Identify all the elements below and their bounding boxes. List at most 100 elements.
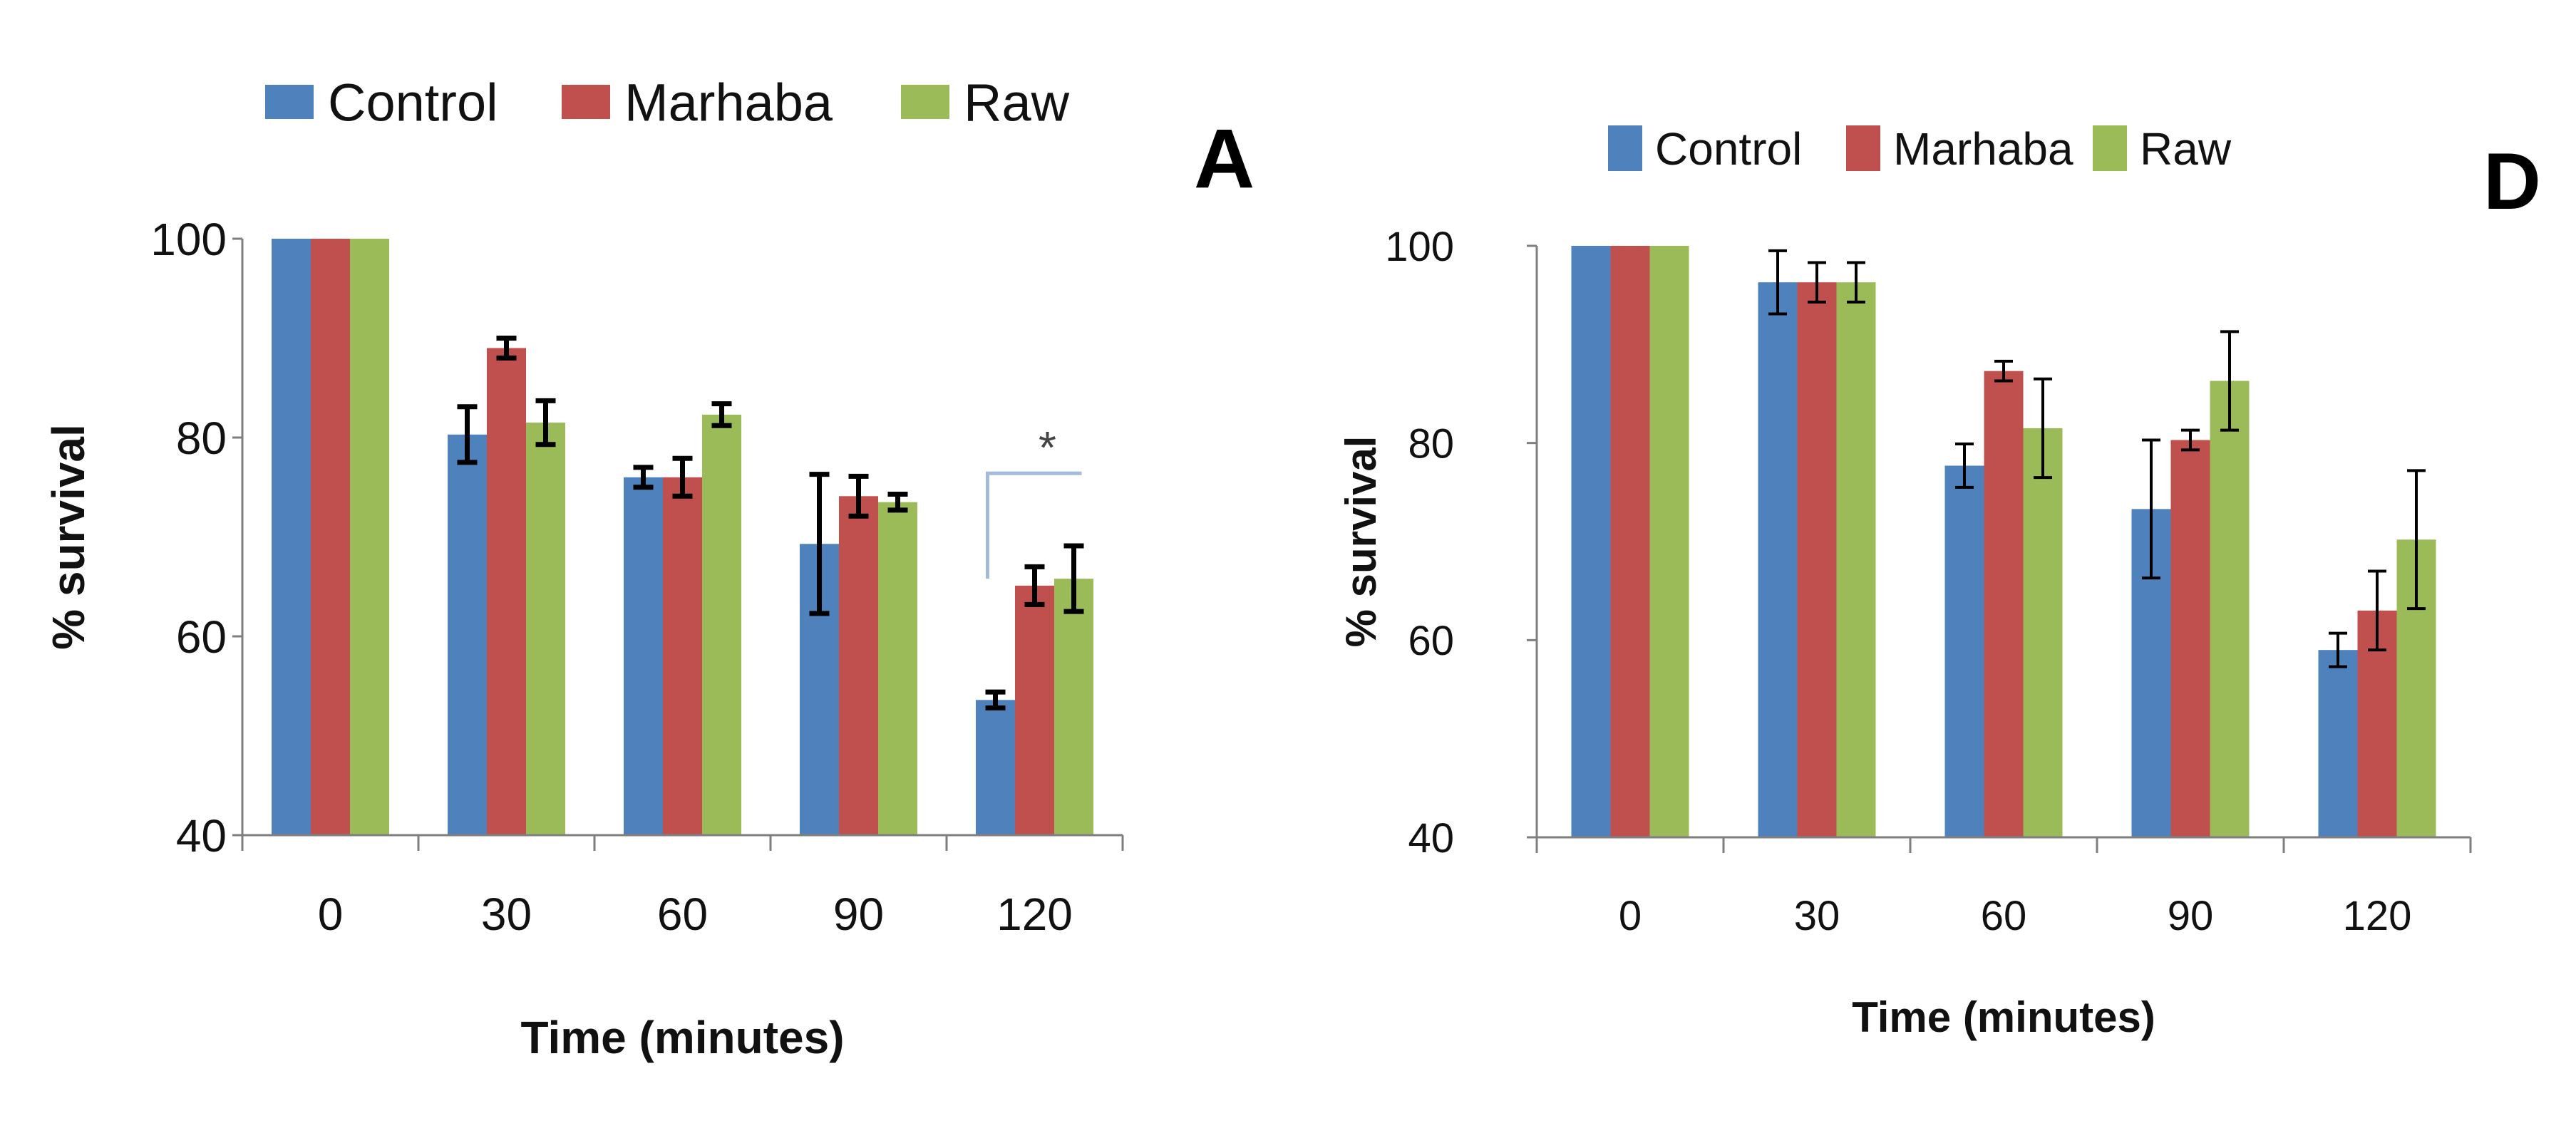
x-tick-label: 30	[1794, 893, 1840, 939]
bar-control	[1758, 282, 1798, 837]
bar-raw	[2023, 428, 2063, 837]
error-bar	[496, 336, 517, 361]
y-tick-label: 80	[176, 413, 227, 464]
x-tick-label: 90	[2168, 893, 2214, 939]
bar-marhaba	[839, 496, 878, 835]
legend-swatch-control	[1608, 125, 1642, 171]
plot-area	[1527, 244, 2472, 853]
bar-raw	[1054, 579, 1093, 835]
bar-marhaba	[1984, 371, 2024, 837]
error-bar	[1024, 564, 1045, 607]
plot-area: *	[232, 237, 1124, 851]
x-tick-label: 60	[1981, 893, 2027, 939]
bar-raw	[526, 423, 565, 835]
x-tick-label: 90	[833, 889, 884, 940]
y-tick-label: 100	[1385, 224, 1454, 270]
error-bar	[985, 689, 1006, 710]
legend-label-marhaba: Marhaba	[624, 73, 833, 133]
error-bar	[457, 404, 478, 465]
y-tick-label: 100	[150, 214, 227, 265]
error-bar	[2034, 377, 2052, 480]
x-axis: 0 30 60 90 120	[1619, 893, 2412, 939]
bar-control	[976, 700, 1015, 835]
y-tick-label: 60	[1408, 618, 1454, 664]
error-bar	[2368, 569, 2386, 652]
x-tick-label: 0	[318, 889, 344, 940]
x-axis-title: Time (minutes)	[1852, 993, 2155, 1041]
bar-control	[624, 477, 663, 835]
significance-marker: *	[1039, 422, 1056, 473]
x-axis-title: Time (minutes)	[521, 1012, 845, 1063]
panel-d: Control Marhaba Raw D % survival Time (m…	[1337, 123, 2541, 1041]
x-tick-label: 60	[657, 889, 708, 940]
y-tick-label: 40	[1408, 815, 1454, 862]
legend-swatch-control	[265, 85, 314, 119]
bar-control	[1571, 246, 1611, 837]
panel-letter: D	[2483, 137, 2541, 226]
bar-control	[272, 239, 311, 835]
bar-raw	[1836, 282, 1876, 837]
bar-marhaba	[1610, 246, 1650, 837]
bar-control	[1944, 465, 1984, 837]
bar-marhaba	[487, 348, 526, 835]
error-bar	[809, 472, 830, 616]
legend-label-raw: Raw	[2140, 123, 2232, 175]
y-axis-title: % survival	[43, 424, 94, 650]
panel-letter: A	[1194, 112, 1254, 206]
error-bar	[2220, 330, 2239, 432]
bar-raw	[1649, 246, 1689, 837]
error-bar	[672, 455, 693, 499]
legend-swatch-raw	[2093, 125, 2127, 171]
error-bar	[1955, 443, 1974, 489]
error-bar	[2181, 428, 2200, 452]
bar-raw	[878, 502, 917, 835]
error-bar	[535, 398, 556, 448]
bar-raw	[2210, 381, 2250, 837]
error-bar	[1808, 261, 1826, 304]
y-tick-label: 80	[1408, 421, 1454, 467]
bar-marhaba	[2170, 440, 2210, 837]
y-tick-label: 60	[176, 611, 227, 663]
error-bar	[1063, 543, 1084, 614]
significance-bracket	[986, 471, 1082, 579]
error-bar	[1847, 261, 1865, 304]
legend-label-control: Control	[328, 73, 498, 133]
error-bar	[2407, 469, 2426, 611]
legend: Control Marhaba Raw	[1608, 123, 2232, 175]
y-axis: 40 60 80 100	[1385, 224, 1454, 862]
error-bar	[887, 492, 908, 513]
panel-a: Control Marhaba Raw A % survival Time (m…	[43, 73, 1254, 1063]
y-axis-title: % survival	[1337, 436, 1385, 648]
bar-marhaba	[663, 477, 702, 835]
error-bar	[2142, 438, 2160, 580]
x-tick-label: 120	[996, 889, 1073, 940]
bar-control	[2318, 650, 2358, 837]
bar-marhaba	[311, 239, 350, 835]
error-bar	[711, 401, 732, 428]
error-bar	[1768, 249, 1787, 316]
legend-label-raw: Raw	[964, 73, 1070, 133]
error-bar	[633, 465, 654, 490]
legend-label-control: Control	[1655, 123, 1802, 175]
error-bar	[848, 473, 869, 519]
x-tick-label: 30	[481, 889, 532, 940]
legend-swatch-raw	[901, 85, 949, 119]
bar-raw	[350, 239, 389, 835]
bar-raw	[702, 414, 741, 835]
significance-annotation: *	[986, 422, 1082, 579]
error-bar	[1994, 359, 2013, 383]
legend-swatch-marhaba	[562, 85, 610, 119]
y-axis: 40 60 80 100	[150, 214, 227, 862]
x-tick-label: 120	[2343, 893, 2412, 939]
bar-marhaba	[1015, 585, 1054, 835]
bar-control	[448, 434, 487, 835]
error-bar	[2329, 631, 2347, 668]
legend-swatch-marhaba	[1846, 125, 1880, 171]
x-tick-label: 0	[1619, 893, 1642, 939]
legend-label-marhaba: Marhaba	[1893, 123, 2073, 175]
y-tick-label: 40	[176, 810, 227, 862]
bar-marhaba	[1797, 282, 1837, 837]
x-axis: 0 30 60 90 120	[318, 889, 1073, 940]
legend: Control Marhaba Raw	[265, 73, 1070, 133]
